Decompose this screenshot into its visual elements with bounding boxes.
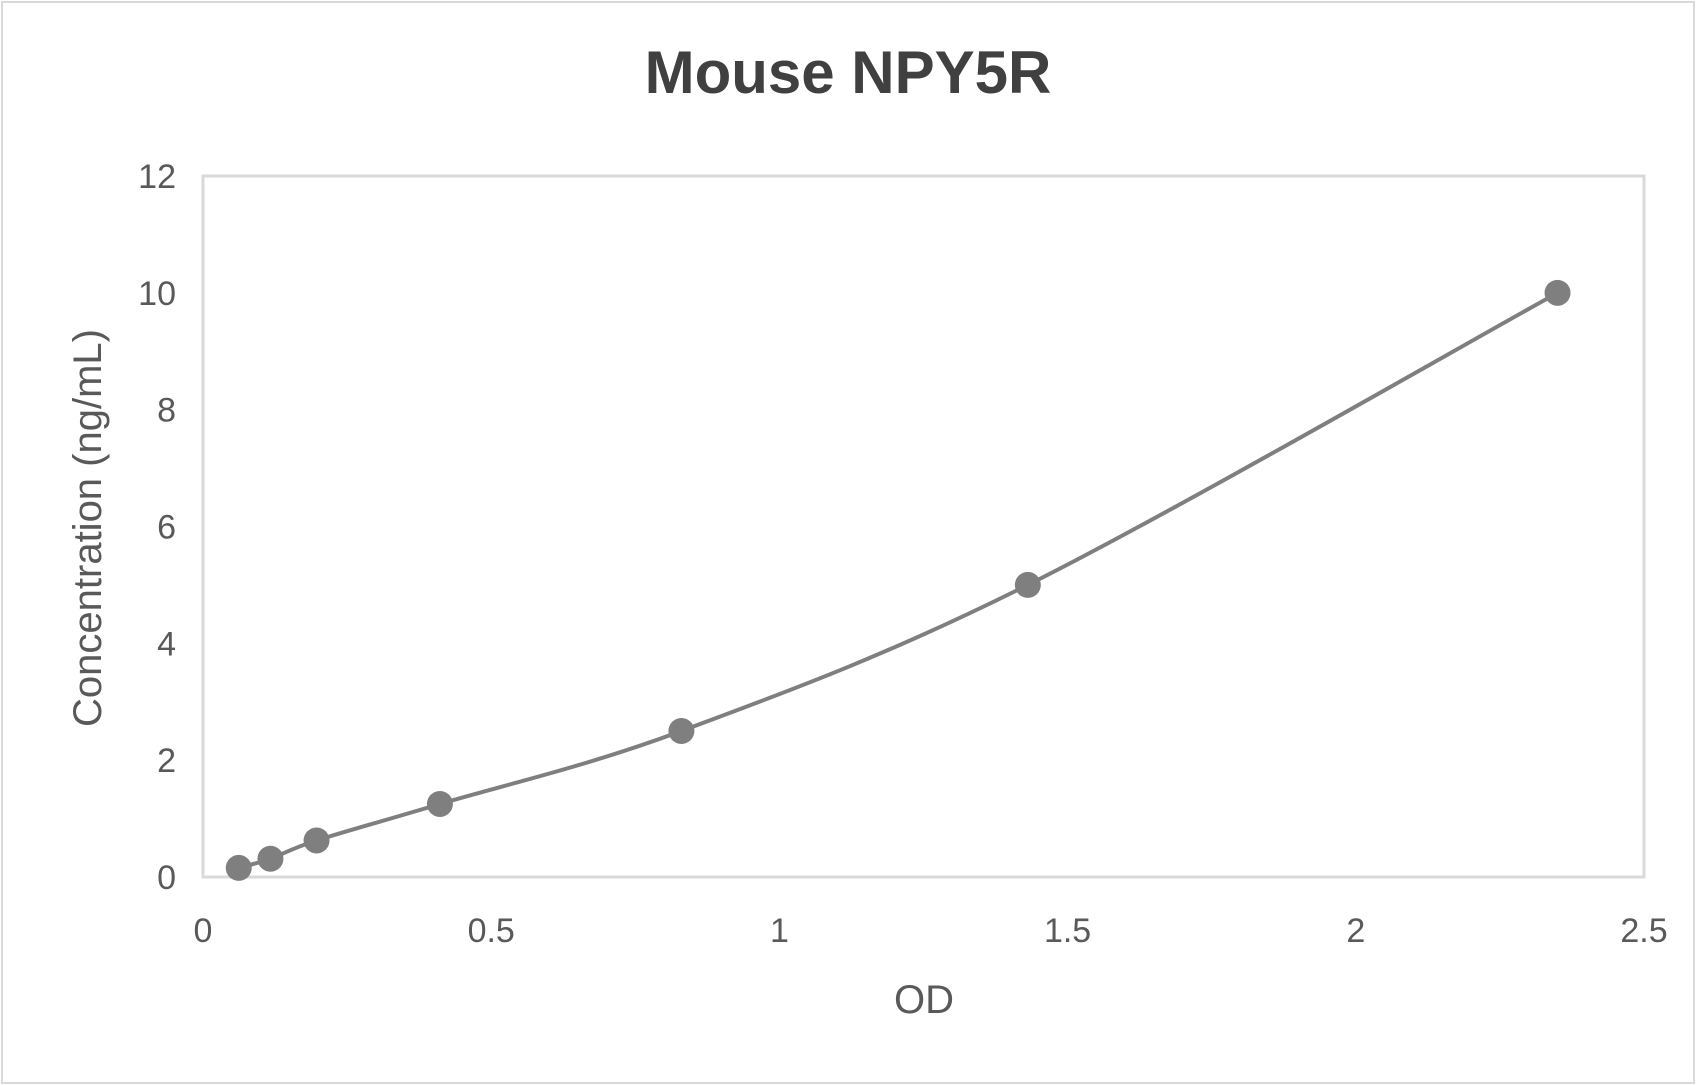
x-axis-ticks: 0 0.5 1 1.5 2 2.5: [194, 912, 1668, 950]
y-tick-label: 6: [157, 509, 176, 547]
x-axis-label: OD: [894, 978, 954, 1022]
y-tick-label: 2: [157, 742, 176, 780]
x-tick-label: 2.5: [1620, 912, 1667, 950]
x-tick-label: 2: [1346, 912, 1365, 950]
data-point-marker: [225, 854, 252, 881]
x-tick-label: 1: [770, 912, 789, 950]
x-tick-label: 0.5: [468, 912, 515, 950]
data-point-marker: [426, 790, 453, 817]
y-tick-label: 4: [157, 625, 176, 663]
y-tick-label: 8: [157, 392, 176, 430]
series-line: [238, 291, 1559, 870]
y-axis-ticks: 0 2 4 6 8 10 12: [138, 158, 176, 897]
y-tick-label: 10: [138, 275, 176, 313]
data-point-marker: [668, 717, 695, 744]
y-tick-label: 12: [138, 158, 176, 196]
y-axis-label: Concentration (ng/mL): [66, 329, 110, 727]
series-markers: [225, 279, 1571, 881]
chart-title: Mouse NPY5R: [644, 39, 1052, 106]
data-point-marker: [1544, 279, 1571, 306]
data-point-marker: [1014, 571, 1041, 598]
data-point-marker: [257, 845, 284, 872]
x-tick-label: 1.5: [1044, 912, 1091, 950]
x-tick-label: 0: [194, 912, 213, 950]
data-point-marker: [303, 827, 330, 854]
y-tick-label: 0: [157, 859, 176, 897]
plot-area: [201, 174, 1646, 879]
